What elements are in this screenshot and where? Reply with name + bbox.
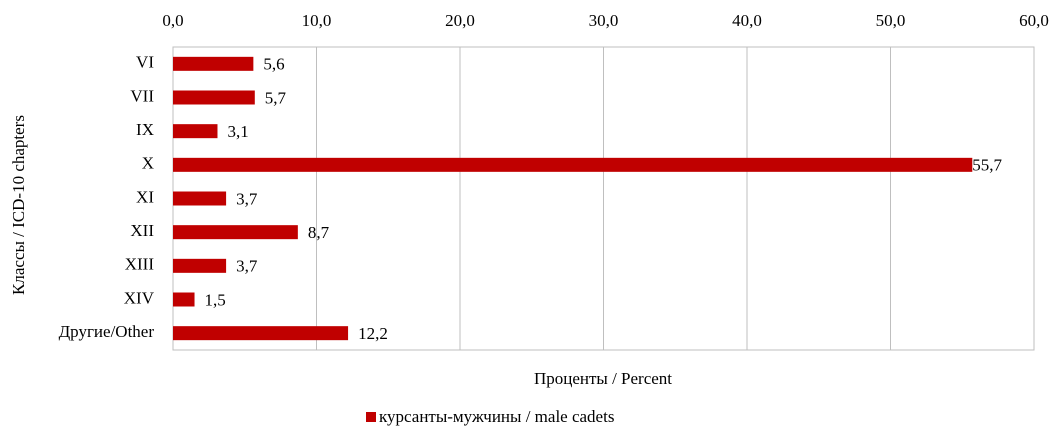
value-label: 12,2 — [358, 324, 388, 343]
bar — [173, 191, 227, 206]
y-tick-label: VII — [130, 86, 154, 105]
bar — [173, 90, 255, 105]
value-label: 5,6 — [263, 55, 284, 74]
bar — [173, 157, 973, 172]
y-axis-title: Классы / ICD-10 chapters — [9, 115, 28, 295]
value-label: 3,7 — [236, 257, 258, 276]
bar — [173, 124, 218, 139]
value-label: 55,7 — [972, 156, 1002, 175]
legend-label: курсанты-мужчины / male cadets — [379, 407, 614, 426]
x-tick-label: 40,0 — [732, 11, 762, 30]
value-label: 8,7 — [308, 223, 330, 242]
y-tick-label: XII — [130, 221, 154, 240]
x-tick-label: 30,0 — [589, 11, 619, 30]
y-tick-label: XIV — [124, 288, 155, 307]
bar — [173, 56, 254, 71]
y-tick-label: X — [142, 154, 154, 173]
y-tick-label: VI — [136, 53, 154, 72]
y-tick-label: IX — [136, 120, 154, 139]
x-tick-label: 0,0 — [162, 11, 183, 30]
bar — [173, 258, 227, 273]
bar — [173, 326, 349, 341]
x-tick-label: 20,0 — [445, 11, 475, 30]
y-tick-label: XIII — [125, 255, 155, 274]
value-label: 3,7 — [236, 189, 258, 208]
value-label: 3,1 — [227, 122, 248, 141]
x-tick-label: 60,0 — [1019, 11, 1049, 30]
value-label: 1,5 — [205, 290, 226, 309]
x-tick-label: 10,0 — [302, 11, 332, 30]
legend-swatch — [366, 412, 376, 422]
y-tick-label: XI — [136, 187, 154, 206]
x-axis-title: Проценты / Percent — [534, 369, 672, 388]
bar — [173, 292, 195, 307]
y-tick-label: Другие/Other — [59, 322, 155, 341]
value-label: 5,7 — [265, 88, 287, 107]
bar — [173, 225, 298, 240]
x-tick-label: 50,0 — [876, 11, 906, 30]
